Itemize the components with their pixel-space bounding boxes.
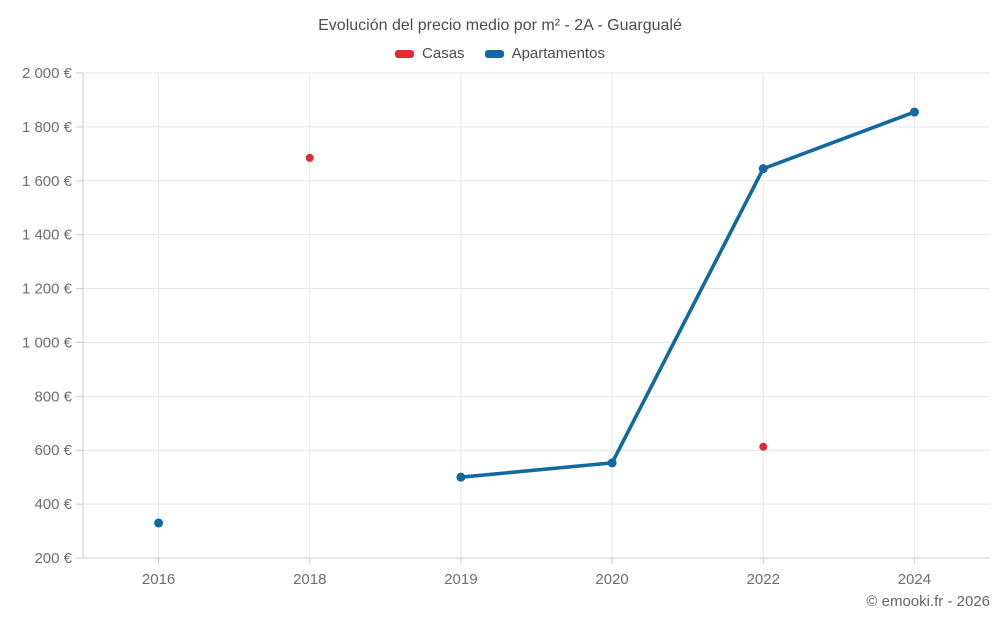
x-tick-label: 2020 <box>595 571 628 588</box>
legend-swatch-apartamentos <box>484 49 504 58</box>
legend-label-casas: Casas <box>422 45 465 62</box>
legend-swatch-casas <box>395 49 415 58</box>
legend-item-casas[interactable]: Casas <box>395 45 465 62</box>
y-tick-label: 1 400 € <box>22 227 73 244</box>
data-point-casas-2018[interactable] <box>305 153 314 162</box>
chart-title: Evolución del precio medio por m² - 2A -… <box>318 17 682 34</box>
data-point-apartamentos-2022[interactable] <box>758 164 768 174</box>
y-tick-label: 2 000 € <box>22 65 73 82</box>
y-tick-label: 1 000 € <box>22 334 73 351</box>
data-point-casas-2022[interactable] <box>759 442 768 451</box>
series-line-apartamentos[interactable] <box>459 110 917 479</box>
y-tick-label: 400 € <box>34 496 72 513</box>
y-tick-label: 1 200 € <box>22 281 73 298</box>
legend: Casas Apartamentos <box>0 45 1000 62</box>
x-tick-label: 2022 <box>747 571 780 588</box>
data-point-apartamentos-2024[interactable] <box>909 107 919 117</box>
y-tick-label: 1 800 € <box>22 119 73 136</box>
x-tick-label: 2024 <box>898 571 931 588</box>
x-tick-label: 2016 <box>142 571 175 588</box>
x-tick-label: 2019 <box>444 571 477 588</box>
x-tick-label: 2018 <box>293 571 326 588</box>
y-tick-label: 200 € <box>34 550 72 567</box>
data-point-apartamentos-2016[interactable] <box>154 518 164 528</box>
legend-item-apartamentos[interactable]: Apartamentos <box>484 45 605 62</box>
data-point-apartamentos-2020[interactable] <box>607 458 617 468</box>
legend-label-apartamentos: Apartamentos <box>511 45 605 62</box>
y-tick-label: 600 € <box>34 442 72 459</box>
y-tick-label: 1 600 € <box>22 173 73 190</box>
y-tick-label: 800 € <box>34 388 72 405</box>
data-point-apartamentos-2019[interactable] <box>456 472 466 482</box>
copyright-footer: © emooki.fr - 2026 <box>866 593 990 610</box>
